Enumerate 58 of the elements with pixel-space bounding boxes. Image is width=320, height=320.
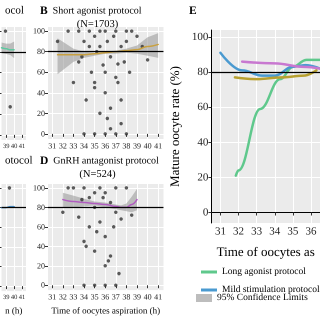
x-axis-title: n (h) [5,306,22,316]
x-tick-label: 33 [69,292,78,302]
x-tick-label: 37 [112,292,120,302]
y-tick-label: 80 [37,202,45,212]
x-axis-title: Time of oocytes as [216,244,315,259]
x-axis-title: Time of oocytes aspiration (h) [51,306,160,316]
chart-title: otocol [5,154,32,166]
x-tick-label: 33 [69,142,78,150]
chart-subtitle: (N=1703) [76,19,119,30]
y-axis-title: Mature oocyte rate (%) [167,66,182,187]
x-tick-label: 34 [80,142,88,150]
x-tick-label: 36 [305,226,317,238]
x-tick-label: 41 [154,292,162,302]
x-tick-label: 32 [58,142,67,150]
y-tick-label: 80 [197,66,209,78]
y-tick-label: 80 [37,47,45,56]
x-tick-label: 31 [48,292,56,302]
chart-title: B Short agonist protocol [40,5,142,17]
x-tick-label: 32 [233,226,244,238]
y-tick-label: 40 [37,88,45,98]
x-tick-label: 34 [80,292,88,302]
chart-title: E [189,5,197,17]
x-tick-label: 38 [122,292,130,302]
y-tick-label: 20 [37,261,45,270]
x-tick-label: 38 [122,142,130,150]
x-tick-label: 34 [269,226,281,238]
y-tick-label: 0 [41,280,45,290]
y-tick-label: 100 [192,31,209,44]
legend-label: Long agonist protocol [222,267,306,277]
x-tick-label: 41 [154,142,162,150]
x-tick-label: 37 [112,142,120,150]
x-tick-label: 36 [101,142,110,150]
y-tick-label: 60 [37,68,45,77]
y-tick-label: 20 [197,171,209,184]
chart-title: D GnRH antagonist protocol [40,155,160,167]
x-tick-label: 35 [287,226,299,238]
y-tick-label: 60 [37,222,45,232]
x-tick-label: 39 [132,292,141,302]
x-tick-label: 31 [48,142,56,150]
y-tick-label: 100 [33,26,45,36]
chart-subtitle: (N=524) [79,169,116,180]
x-tick-label: 35 [90,142,99,150]
chart-title: ocol [5,4,24,16]
x-tick-label: 36 [101,292,110,302]
x-tick-label: 32 [58,292,67,302]
y-tick-label: 100 [33,183,45,192]
x-tick-label: 31 [214,226,226,238]
y-tick-label: 60 [197,101,209,114]
x-tick-label: 39 [132,142,141,150]
text: 95% Confidence Limits [217,293,308,303]
x-tick-label: 40 [144,292,152,302]
y-tick-label: 20 [37,108,45,118]
y-tick-label: 0 [202,206,209,218]
y-tick-label: 0 [41,129,45,138]
x-tick-label: 40 [144,142,152,150]
x-tick-label: 33 [251,226,263,238]
x-tick-label: 35 [90,292,99,302]
y-tick-label: 40 [37,242,45,251]
